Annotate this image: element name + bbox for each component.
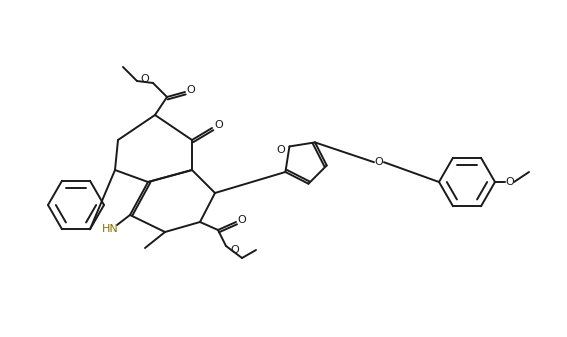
Text: O: O (140, 74, 149, 84)
Text: HN: HN (101, 224, 119, 234)
Text: O: O (215, 120, 223, 130)
Text: O: O (238, 215, 247, 225)
Text: O: O (187, 85, 196, 95)
Text: O: O (277, 146, 285, 155)
Text: O: O (230, 245, 239, 255)
Text: O: O (506, 177, 514, 187)
Text: O: O (375, 157, 383, 167)
